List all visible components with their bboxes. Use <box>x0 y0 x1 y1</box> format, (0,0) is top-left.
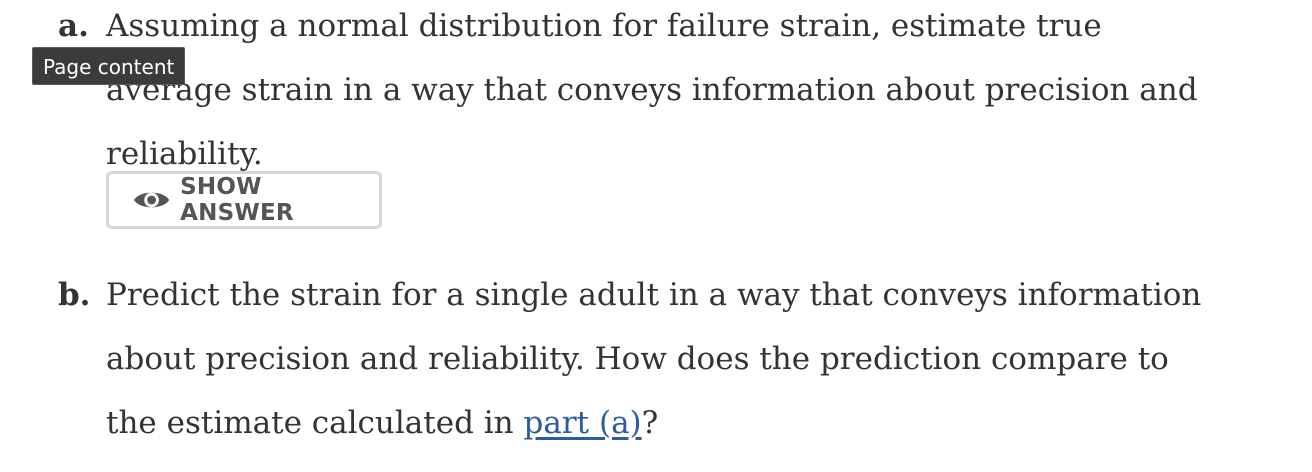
question-text-b-before: Predict the strain for a single adult in… <box>106 277 1202 441</box>
question-text-a: Assuming a normal distribution for failu… <box>106 8 1198 172</box>
question-text-b-after: ? <box>641 405 659 441</box>
list-marker-a: a. <box>58 8 89 44</box>
eye-icon <box>133 192 170 208</box>
list-marker-b: b. <box>58 277 91 313</box>
question-text-b: Predict the strain for a single adult in… <box>106 263 1226 455</box>
show-answer-button[interactable]: SHOW ANSWER <box>106 171 382 229</box>
question-part-a: a. Assuming a normal distribution for fa… <box>58 0 1258 186</box>
question-part-b: b. Predict the strain for a single adult… <box>58 263 1258 455</box>
page-content-tooltip: Page content <box>32 47 186 85</box>
show-answer-label: SHOW ANSWER <box>180 174 294 226</box>
part-a-link[interactable]: part (a) <box>523 405 642 441</box>
